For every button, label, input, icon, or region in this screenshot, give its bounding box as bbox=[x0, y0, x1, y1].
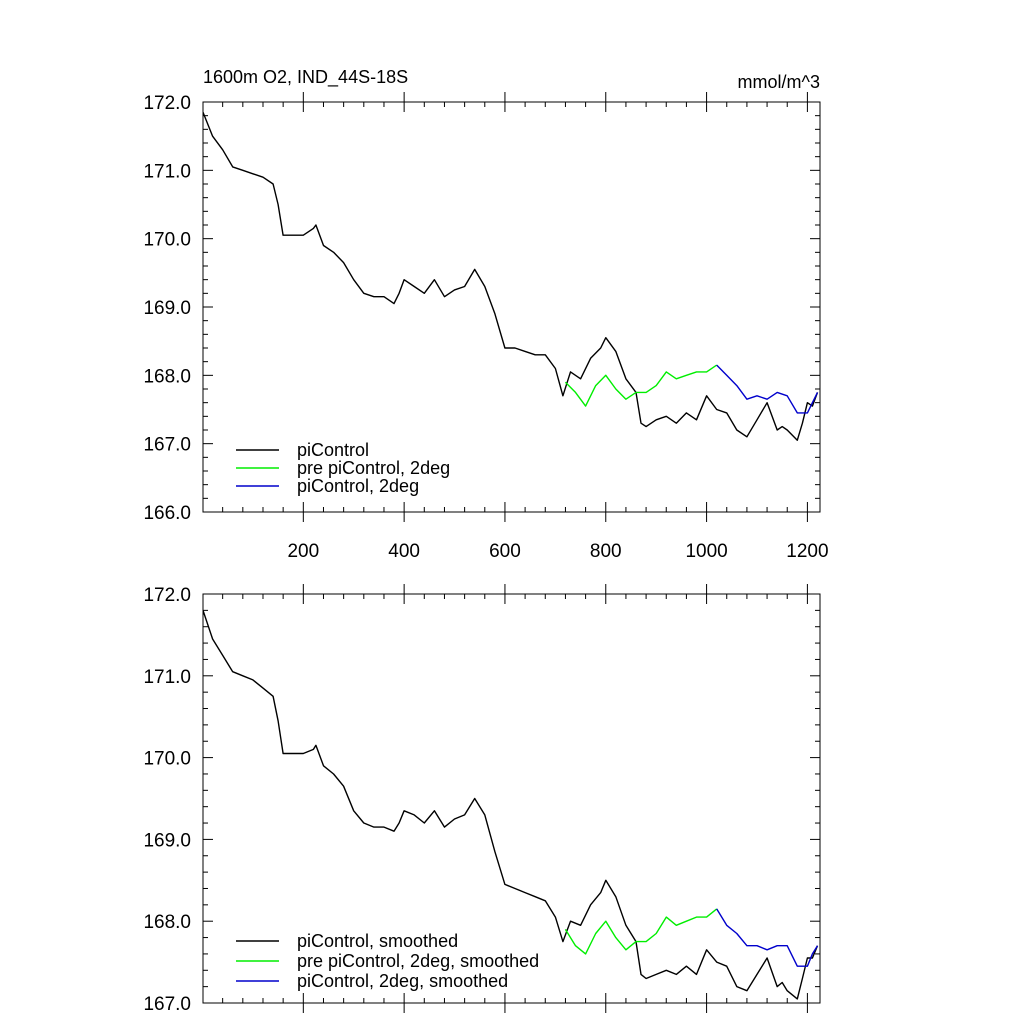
x-tick-label: 1200 bbox=[786, 541, 828, 562]
legend-label: piControl, 2deg bbox=[297, 476, 419, 496]
x-axis: 200 400 600 800 1000 1200 bbox=[222, 92, 829, 562]
y-tick-label: 168.0 bbox=[143, 366, 191, 387]
y-tick-label: 169.0 bbox=[143, 830, 191, 851]
series-line-pre-picontrol-2deg-smoothed bbox=[564, 908, 718, 955]
x-tick-label: 1000 bbox=[685, 541, 727, 562]
y-tick-label: 167.0 bbox=[143, 994, 191, 1015]
legend-label: pre piControl, 2deg bbox=[297, 458, 450, 478]
series-line-pre-picontrol-2deg bbox=[564, 364, 718, 407]
bottom-panel: 167.0 168.0 169.0 170.0 171.0 172.0 piControl,… bbox=[143, 584, 821, 1015]
y-axis: 166.0 167.0 168.0 169.0 170.0 171.0 172.0 bbox=[143, 93, 820, 524]
legend-label: piControl bbox=[297, 440, 369, 460]
y-tick-label: 166.0 bbox=[143, 503, 191, 524]
y-axis: 167.0 168.0 169.0 170.0 171.0 172.0 bbox=[143, 585, 820, 1015]
chart-title: 1600m O2, IND_44S-18S bbox=[203, 67, 408, 88]
y-tick-label: 172.0 bbox=[143, 93, 191, 114]
units-label: mmol/m^3 bbox=[738, 72, 820, 92]
x-tick-label: 600 bbox=[489, 541, 521, 562]
y-tick-label: 172.0 bbox=[143, 585, 191, 606]
y-tick-label: 170.0 bbox=[143, 230, 191, 251]
plot-frame bbox=[202, 593, 821, 1004]
y-tick-label: 171.0 bbox=[143, 161, 191, 182]
legend-label: piControl, 2deg, smoothed bbox=[297, 971, 508, 991]
series-line-picontrol-2deg bbox=[716, 364, 819, 414]
series-line-picontrol bbox=[203, 112, 819, 441]
series-line-picontrol-2deg-smoothed bbox=[716, 908, 819, 967]
series-line-picontrol-smoothed bbox=[203, 610, 819, 1000]
plot-frame bbox=[202, 101, 821, 513]
legend-label: pre piControl, 2deg, smoothed bbox=[297, 951, 539, 971]
legend-label: piControl, smoothed bbox=[297, 931, 458, 951]
series-group bbox=[203, 112, 819, 441]
x-tick-label: 400 bbox=[388, 541, 420, 562]
y-tick-label: 169.0 bbox=[143, 298, 191, 319]
y-tick-label: 170.0 bbox=[143, 749, 191, 770]
y-tick-label: 167.0 bbox=[143, 435, 191, 456]
top-panel: 166.0 167.0 168.0 169.0 170.0 171.0 172.0 200 40… bbox=[143, 92, 829, 562]
y-tick-label: 171.0 bbox=[143, 667, 191, 688]
x-axis bbox=[222, 584, 808, 1013]
x-tick-label: 800 bbox=[590, 541, 622, 562]
series-group bbox=[203, 610, 819, 1000]
x-tick-label: 200 bbox=[287, 541, 319, 562]
y-tick-label: 168.0 bbox=[143, 912, 191, 933]
